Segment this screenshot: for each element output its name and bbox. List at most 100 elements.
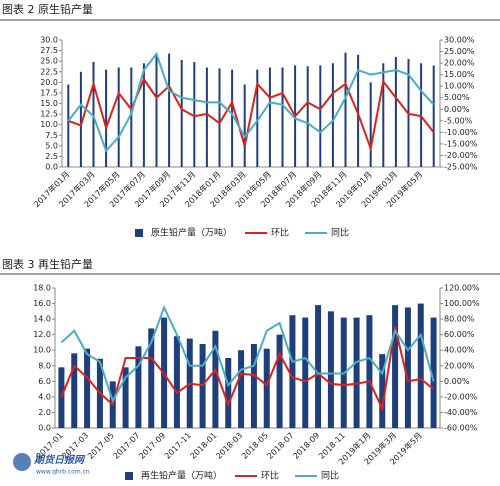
y2-tick-label: -15.00% (444, 139, 478, 148)
y2-tick-label: -25.00% (444, 163, 478, 172)
bar (306, 66, 309, 167)
bar (319, 65, 322, 167)
bar (357, 54, 360, 167)
watermark-logo (13, 453, 31, 471)
y2-tick-label: -10.00% (444, 128, 478, 137)
line-series (60, 326, 435, 412)
y2-tick-label: -5.00% (444, 116, 473, 125)
chart-title: 图表 2 原生铅产量 (2, 2, 93, 16)
y2-tick-label: 40.00% (444, 346, 475, 355)
bar (58, 367, 65, 428)
y2-tick-label: 120.00% (444, 284, 480, 293)
y-tick-label: 2.5 (45, 152, 58, 161)
bar (142, 63, 145, 167)
bar (218, 68, 221, 167)
line-series (60, 304, 435, 404)
y2-tick-label: 15.00% (444, 70, 475, 79)
bar (276, 334, 283, 428)
bar (369, 82, 372, 167)
y-tick-label: 6.0 (38, 377, 51, 386)
watermark-url: www.qhrb.com.cn (36, 469, 90, 476)
bar (155, 54, 158, 167)
bar (302, 317, 309, 428)
y2-tick-label: 30.00% (444, 36, 475, 45)
bar (382, 63, 385, 167)
bar (243, 84, 246, 167)
y-tick-label: 0.0 (45, 163, 58, 172)
y2-tick-label: -20.00% (444, 151, 478, 160)
bar (327, 311, 334, 428)
bar (404, 307, 411, 428)
y-tick-label: 5.0 (45, 141, 58, 150)
bar (122, 367, 129, 428)
bar (420, 63, 423, 167)
legend-label: 再生铅产量（万吨） (141, 470, 222, 482)
x-tick-label: 2018-09 (291, 431, 321, 461)
x-tick-label: 2017-05 (86, 431, 116, 461)
x-tick-label: 2018-05 (240, 431, 270, 461)
y-tick-label: 4.0 (38, 392, 51, 401)
y2-tick-label: 5.00% (444, 93, 470, 102)
bar (84, 348, 91, 428)
y-tick-label: 10.0 (40, 120, 58, 129)
bar (130, 67, 133, 167)
y-tick-label: 30.0 (40, 36, 58, 45)
y-tick-label: 25.0 (40, 57, 58, 66)
y-tick-label: 2.0 (38, 408, 51, 417)
bar (71, 353, 78, 428)
bar (315, 305, 322, 428)
bar (344, 52, 347, 168)
bar (392, 305, 399, 428)
y-tick-label: 17.5 (40, 88, 58, 97)
legend-label: 环比 (271, 227, 289, 239)
bar (289, 315, 296, 428)
y-tick-label: 12.0 (33, 330, 51, 339)
bar (135, 346, 142, 428)
y-tick-label: 20.0 (40, 78, 58, 87)
legend-label: 同比 (321, 470, 339, 482)
legend-swatch (125, 472, 133, 480)
y2-tick-label: 0.00% (444, 377, 470, 386)
y-tick-label: 7.5 (45, 131, 58, 140)
y-tick-label: 15.0 (40, 99, 58, 108)
bar (417, 303, 424, 428)
y2-tick-label: 25.00% (444, 47, 475, 56)
bar (67, 84, 70, 167)
bar (432, 65, 435, 167)
legend-label: 同比 (331, 227, 349, 239)
bar (173, 336, 180, 428)
x-tick-label: 2018-03 (214, 431, 244, 461)
y2-tick-label: -40.00% (444, 408, 478, 417)
bar (205, 67, 208, 167)
legend-swatch (135, 229, 143, 237)
y-tick-label: 0.0 (38, 424, 51, 433)
watermark: 期货日报网 (33, 454, 86, 466)
bar (263, 348, 270, 428)
y-tick-label: 22.5 (40, 67, 58, 76)
bar (268, 67, 271, 167)
y2-tick-label: -20.00% (444, 392, 478, 401)
x-tick-label: 2017-11 (163, 431, 193, 461)
bar (430, 317, 437, 428)
bar (92, 62, 95, 167)
bar (117, 67, 120, 167)
bar (212, 330, 219, 428)
y-tick-label: 14.0 (33, 315, 51, 324)
bar (225, 358, 232, 428)
bar (394, 56, 397, 167)
bar (250, 344, 257, 428)
y2-tick-label: 0.00% (444, 105, 470, 114)
bar (238, 350, 245, 428)
x-tick-label: 2017-09 (137, 431, 167, 461)
bar (168, 53, 171, 168)
bar (105, 69, 108, 167)
chart-title: 图表 3 再生铅产量 (2, 257, 93, 271)
x-tick-label: 2018-07 (266, 431, 296, 461)
bar (193, 62, 196, 167)
y-tick-label: 16.0 (33, 299, 51, 308)
bar (231, 69, 234, 167)
line-series (67, 51, 435, 153)
bar (148, 328, 155, 428)
bar (353, 317, 360, 428)
